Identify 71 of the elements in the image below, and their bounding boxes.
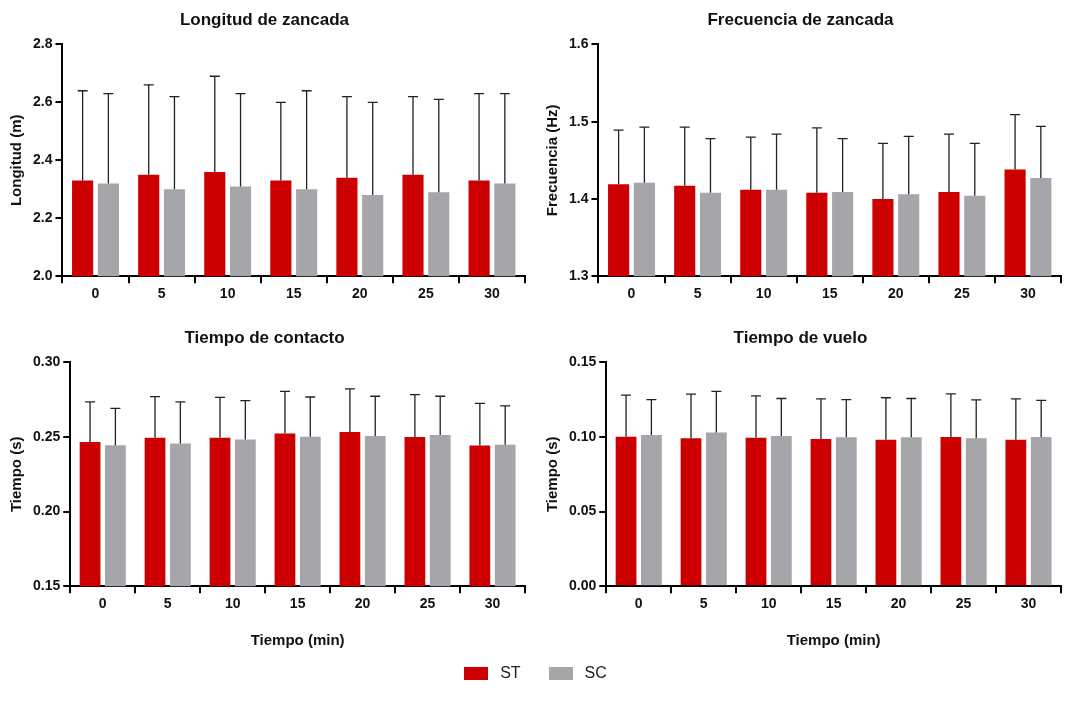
y-tick-label: 0.10	[569, 427, 597, 444]
bar	[1005, 439, 1027, 586]
chart-title: Tiempo de contacto	[184, 327, 345, 347]
bar	[680, 438, 702, 586]
x-tick-label: 0	[634, 595, 643, 612]
y-tick-label: 0.30	[33, 353, 61, 370]
y-axis-title: Tiempo (s)	[543, 436, 561, 513]
y-tick-label: 2.0	[32, 267, 53, 284]
x-tick-label: 20	[352, 285, 368, 302]
legend-label: ST	[500, 664, 521, 682]
x-tick-label: 5	[699, 595, 708, 612]
y-tick-label: 1.4	[568, 189, 589, 206]
x-tick-label: 25	[954, 285, 970, 302]
y-tick-label: 1.3	[568, 267, 589, 284]
y-tick-label: 0.25	[33, 427, 61, 444]
bar	[900, 437, 922, 586]
y-tick-label: 2.8	[32, 35, 53, 52]
y-tick-label: 0.00	[569, 577, 597, 594]
bar	[810, 439, 832, 586]
x-tick-label: 5	[163, 595, 172, 612]
chart-title: Frecuencia de zancada	[707, 9, 895, 29]
x-tick-label: 15	[289, 595, 306, 612]
y-tick-label: 2.6	[32, 93, 53, 110]
x-tick-label: 20	[888, 285, 904, 302]
x-tick-label: 30	[484, 285, 500, 302]
x-tick-label: 30	[1020, 285, 1036, 302]
bar	[615, 436, 637, 586]
x-tick-label: 25	[418, 285, 434, 302]
x-tick-label: 25	[419, 595, 436, 612]
x-tick-label: 15	[825, 595, 842, 612]
x-tick-label: 10	[224, 595, 241, 612]
y-axis-title: Longitud (m)	[7, 114, 25, 207]
x-tick-label: 15	[285, 285, 302, 302]
x-tick-label: 0	[91, 285, 100, 302]
x-tick-label: 25	[955, 595, 972, 612]
y-tick-label: 1.6	[568, 35, 589, 52]
bar	[641, 434, 662, 586]
x-tick-label: 10	[760, 595, 777, 612]
x-tick-label: 10	[219, 285, 236, 302]
x-tick-label: 5	[157, 285, 166, 302]
y-axis-title: Tiempo (s)	[7, 436, 25, 513]
x-tick-label: 0	[627, 285, 636, 302]
bar	[745, 437, 767, 586]
x-tick-label: 20	[890, 595, 907, 612]
x-tick-label: 10	[755, 285, 772, 302]
chart-title: Longitud de zancada	[179, 9, 350, 29]
x-tick-label: 30	[484, 595, 501, 612]
x-tick-label: 5	[693, 285, 702, 302]
bar	[835, 437, 857, 586]
x-axis-title: Tiempo (min)	[250, 631, 345, 649]
y-tick-label: 1.5	[568, 112, 589, 129]
bar	[705, 432, 727, 586]
x-tick-label: 15	[821, 285, 838, 302]
y-axis-title: Frecuencia (Hz)	[543, 104, 561, 217]
legend-label: SC	[584, 664, 607, 682]
bar	[1030, 437, 1052, 586]
y-tick-label: 0.05	[569, 502, 597, 519]
bar	[940, 437, 962, 586]
bar	[770, 435, 792, 586]
x-axis-title: Tiempo (min)	[786, 631, 881, 649]
x-tick-label: 0	[98, 595, 107, 612]
bar	[965, 438, 987, 586]
x-tick-label: 20	[354, 595, 371, 612]
x-tick-label: 30	[1020, 595, 1037, 612]
y-tick-label: 2.4	[32, 151, 53, 168]
chart-title: Tiempo de vuelo	[733, 327, 868, 347]
y-tick-label: 0.15	[569, 353, 597, 370]
y-tick-label: 2.2	[32, 209, 53, 226]
y-tick-label: 0.20	[33, 502, 61, 519]
bar	[875, 439, 897, 586]
y-tick-label: 0.15	[33, 577, 61, 594]
